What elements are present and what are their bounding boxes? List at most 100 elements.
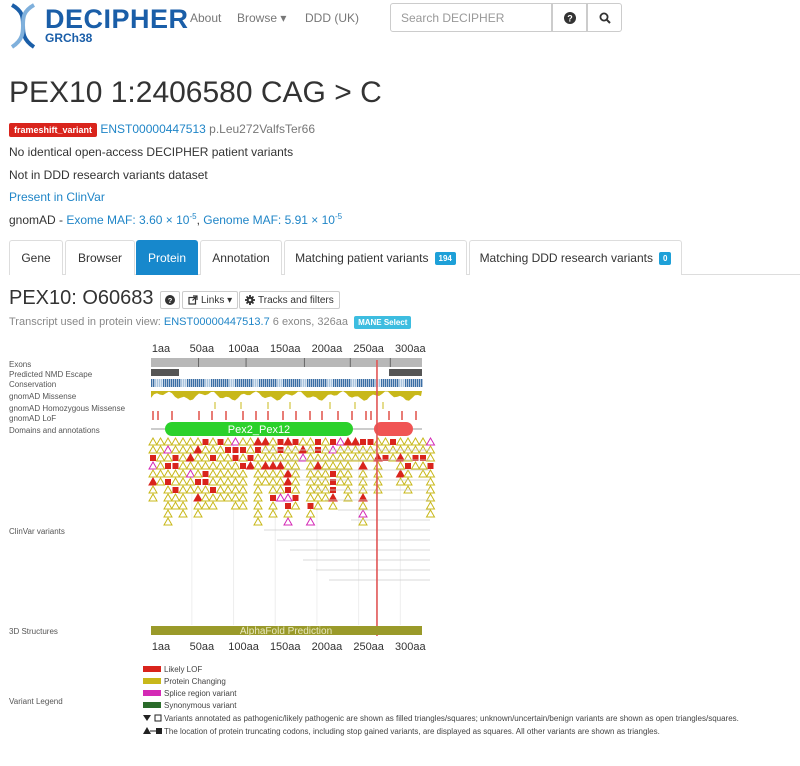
conservation-stripe	[171, 379, 173, 387]
tracks-filters-button[interactable]: Tracks and filters	[239, 291, 340, 309]
help-button[interactable]: ?	[552, 3, 587, 32]
conservation-stripe	[165, 379, 167, 387]
protein-change: p.Leu272ValfsTer66	[209, 122, 315, 136]
clinvar-variant-triangle	[148, 460, 158, 470]
conservation-stripe	[163, 379, 165, 387]
search-button[interactable]	[587, 3, 622, 32]
logo-assembly: GRCh38	[45, 31, 93, 45]
conservation-stripe	[351, 379, 353, 387]
clinvar-variant-triangle	[163, 468, 173, 478]
legend-triangle-icon	[143, 727, 151, 734]
tab-browser[interactable]: Browser	[65, 240, 135, 275]
clinvar-variant-triangle	[290, 484, 301, 494]
clinvar-variant-triangle	[163, 444, 173, 454]
protein-transcript-link[interactable]: ENST00000447513.7	[163, 316, 270, 328]
clinvar-variant-triangle	[365, 444, 376, 454]
clinvar-variant-triangle	[268, 468, 278, 478]
conservation-stripe	[203, 379, 205, 387]
svg-text:?: ?	[168, 296, 173, 305]
clinvar-link[interactable]: Present in ClinVar	[9, 190, 105, 204]
nav-about[interactable]: About	[190, 11, 222, 25]
clinvar-variant-triangle	[178, 484, 188, 494]
tab-annotation[interactable]: Annotation	[200, 240, 282, 275]
exome-maf-link[interactable]: Exome MAF: 3.60 × 10-5	[66, 212, 196, 227]
conservation-stripe	[295, 379, 297, 387]
conservation-stripe	[353, 379, 355, 387]
track-label-structures: 3D Structures	[9, 627, 58, 636]
clinvar-variant-triangle	[163, 484, 173, 494]
clinvar-variant-square	[150, 455, 156, 461]
legend-swatch-splice	[143, 690, 161, 696]
conservation-stripe	[305, 379, 307, 387]
clinvar-variant-triangle	[343, 468, 353, 478]
protein-help-button[interactable]: ?	[160, 291, 180, 309]
tab-matching-patient-variants[interactable]: Matching patient variants 194	[284, 240, 467, 275]
clinvar-variant-triangle	[185, 436, 196, 446]
clinvar-variant-triangle	[305, 484, 316, 494]
genome-maf-link[interactable]: Genome MAF: 5.91 × 10-5	[203, 212, 342, 227]
tab-protein[interactable]: Protein	[136, 240, 198, 275]
conservation-stripe	[325, 379, 327, 387]
clinvar-variant-triangle	[178, 476, 188, 486]
question-circle-icon: ?	[563, 11, 576, 24]
clinvar-variant-triangle	[238, 436, 248, 446]
exons-bar	[151, 358, 422, 367]
clinvar-variant-triangle	[425, 436, 436, 446]
clinvar-variant-square	[367, 439, 374, 445]
conservation-stripe	[355, 379, 357, 387]
clinvar-variant-triangle	[373, 476, 383, 486]
clinvar-variant-triangle	[178, 444, 188, 454]
clinvar-variant-triangle	[358, 484, 368, 494]
clinvar-variant-square	[270, 495, 276, 501]
clinvar-variant-triangle	[260, 468, 271, 478]
clinvar-variant-triangle	[208, 468, 218, 478]
conservation-stripe	[199, 379, 201, 387]
clinvar-variant-triangle	[185, 452, 196, 462]
legend-note-pathogenic: Variants annotated as pathogenic/likely …	[164, 714, 739, 723]
conservation-stripe	[337, 379, 339, 387]
conservation-stripe	[327, 379, 329, 387]
conservation-stripe	[287, 379, 289, 387]
nav-ddd-uk[interactable]: DDD (UK)	[305, 11, 359, 25]
conservation-stripe	[245, 379, 247, 387]
conservation-stripe	[227, 379, 229, 387]
conservation-stripe	[391, 379, 393, 387]
clinvar-variant-triangle	[403, 484, 413, 494]
clinvar-variant-square	[390, 439, 396, 445]
conservation-stripe	[397, 379, 399, 387]
count-badge: 0	[658, 251, 672, 265]
conservation-stripe	[367, 379, 369, 387]
conservation-stripe	[335, 379, 337, 387]
conservation-stripe	[315, 379, 317, 387]
clinvar-variant-square	[232, 447, 239, 453]
clinvar-variant-triangle	[163, 516, 173, 526]
conservation-stripe	[375, 379, 377, 387]
transcript-link[interactable]: ENST00000447513	[100, 122, 206, 136]
conservation-stripe	[173, 379, 175, 387]
clinvar-variant-square	[165, 463, 171, 469]
tab-matching-ddd-variants[interactable]: Matching DDD research variants 0	[469, 240, 682, 275]
conservation-stripe	[183, 379, 185, 387]
clinvar-link-text[interactable]: Present in ClinVar	[9, 190, 105, 204]
conservation-stripe	[395, 379, 397, 387]
conservation-stripe	[265, 379, 267, 387]
clinvar-variant-triangle	[268, 484, 278, 494]
clinvar-variant-triangle	[395, 476, 406, 486]
decipher-logo[interactable]: DECIPHER GRCh38	[8, 3, 188, 51]
conservation-stripe	[313, 379, 315, 387]
clinvar-variant-triangle	[320, 444, 331, 454]
conservation-stripe	[401, 379, 403, 387]
nav-browse-dropdown[interactable]: Browse ▾	[237, 11, 287, 25]
conservation-stripe	[307, 379, 309, 387]
conservation-stripe	[159, 379, 161, 387]
search-input[interactable]: Search DECIPHER	[390, 3, 552, 32]
clinvar-variant-triangle	[328, 500, 338, 510]
clinvar-variant-triangle	[155, 452, 166, 462]
tab-gene[interactable]: Gene	[9, 240, 63, 275]
clinvar-variant-triangle	[200, 444, 211, 454]
links-dropdown[interactable]: Links ▾	[182, 291, 239, 309]
clinvar-variant-triangle	[155, 468, 166, 478]
conservation-stripe	[187, 379, 189, 387]
clinvar-variant-triangle	[358, 516, 368, 526]
